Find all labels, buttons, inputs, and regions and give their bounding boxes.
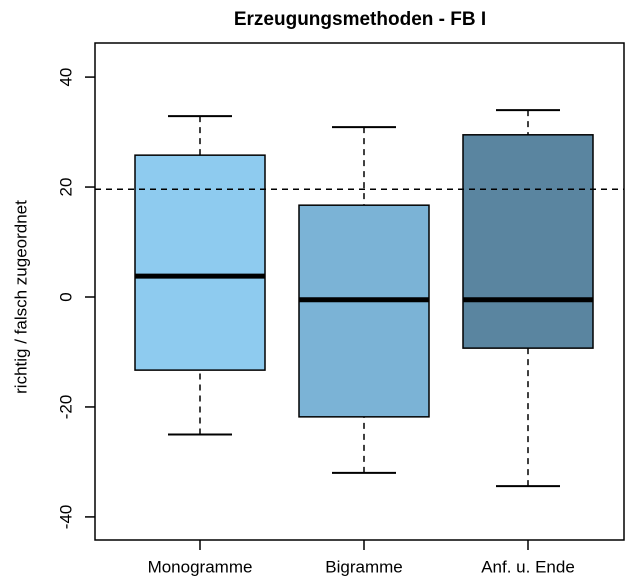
y-tick-label: 0 — [56, 292, 75, 301]
x-tick-label: Bigramme — [325, 557, 402, 576]
y-tick-label: -20 — [56, 395, 75, 420]
y-tick-label: -40 — [56, 505, 75, 530]
y-axis-label: richtig / falsch zugeordnet — [11, 200, 30, 394]
x-tick-label: Anf. u. Ende — [481, 557, 575, 576]
y-tick-label: 40 — [56, 68, 75, 87]
y-tick-label: 20 — [56, 178, 75, 197]
plot-frame — [94, 42, 625, 541]
box — [298, 204, 430, 418]
box — [462, 134, 594, 349]
chart-title: Erzeugungsmethoden - FB I — [234, 9, 486, 30]
x-tick-label: Monogramme — [148, 557, 253, 576]
box — [134, 154, 266, 371]
